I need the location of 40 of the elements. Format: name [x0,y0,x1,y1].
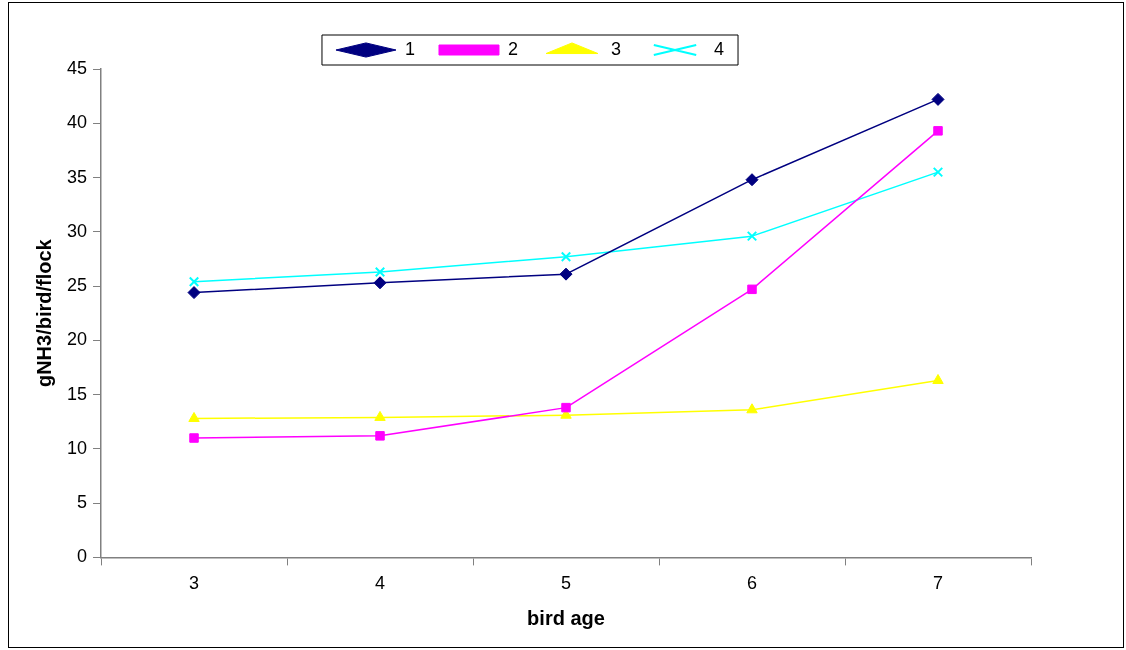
point [187,286,201,300]
y-tick-label: 20 [66,329,88,350]
x-tick-label: 5 [561,573,572,594]
legend-label: 4 [714,38,725,59]
point [746,230,758,242]
point [374,266,386,278]
point [747,284,757,295]
y-tick-label: 40 [66,112,88,133]
x-tick-label: 3 [189,573,200,594]
y-tick-label: 5 [77,492,88,513]
point [932,373,944,384]
y-tick-label: 30 [66,220,88,241]
legend-label: 2 [507,38,518,59]
point [188,276,200,287]
point [932,166,944,178]
y-tick-label: 10 [66,437,88,458]
x-tick-label: 7 [932,573,944,594]
y-tick-label: 35 [66,166,88,187]
point [746,403,758,414]
y-axis-title: gNH3/bird/flock [32,238,55,388]
point [373,276,387,290]
point [374,410,386,421]
point [745,173,759,187]
point [560,251,572,263]
point [375,431,385,441]
legend-label: 3 [611,38,622,59]
x-tick-label: 6 [747,573,758,594]
y-tick-label: 0 [77,546,88,567]
point [933,126,943,136]
x-tick-label: 4 [375,573,386,594]
y-tick-label: 25 [66,275,88,296]
y-tick-label: 15 [66,383,88,404]
point [559,267,573,281]
point [931,92,945,106]
legend-label: 1 [404,38,415,59]
x-axis-title: bird age [527,606,605,629]
point [189,433,199,443]
y-tick-label: 45 [66,57,88,78]
point [188,411,200,422]
point [561,402,571,413]
